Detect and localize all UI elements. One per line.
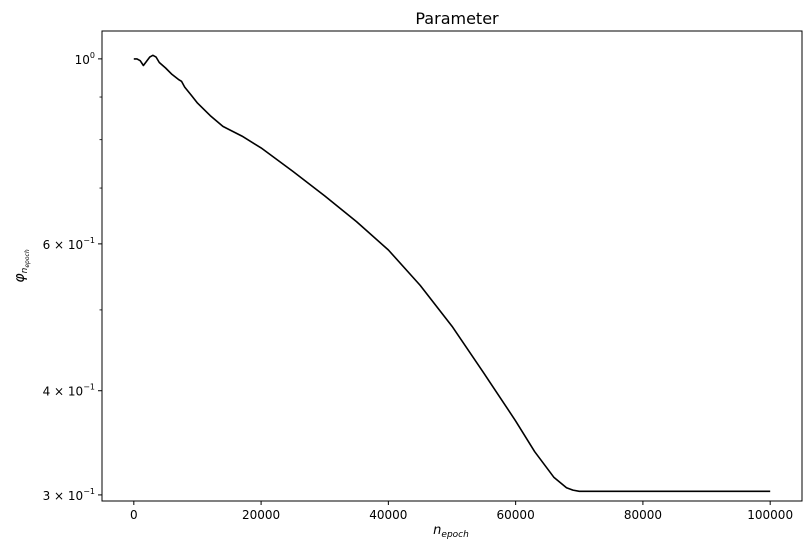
y-tick-base: 10 — [75, 53, 90, 67]
x-tick-label: 40000 — [369, 508, 407, 522]
y-tick-base: 10 — [68, 489, 83, 503]
y-axis-label-subsubscript: epoch — [24, 249, 31, 267]
y-tick-exponent: −1 — [83, 383, 95, 392]
chart-title: Parameter — [415, 9, 499, 28]
x-axis-ticks: 0 20000 40000 60000 80000 100000 — [130, 501, 793, 522]
series-line — [133, 54, 771, 493]
x-tick-label: 80000 — [624, 508, 662, 522]
series-layer — [133, 54, 771, 493]
y-tick-label: 3 × 10−1 — [43, 487, 95, 503]
y-tick-mantissa: 6 × — [43, 238, 68, 252]
y-tick-label: 4 × 10−1 — [43, 383, 95, 399]
y-tick-base: 10 — [68, 385, 83, 399]
x-axis-label-subscript: epoch — [441, 530, 469, 540]
y-axis-label-main: φ — [12, 273, 28, 283]
y-tick-exponent: −1 — [83, 487, 95, 496]
x-axis-label: nepoch — [433, 523, 469, 540]
y-tick-mantissa: 4 × — [43, 385, 68, 399]
y-tick-label: 100 — [75, 51, 95, 67]
x-tick-label: 20000 — [242, 508, 280, 522]
x-tick-label: 100000 — [747, 508, 793, 522]
y-tick-base: 10 — [68, 238, 83, 252]
x-axis-label-main: n — [433, 523, 441, 538]
x-tick-label: 0 — [130, 508, 138, 522]
y-axis-label: φnepoch — [12, 249, 31, 282]
x-tick-label: 60000 — [497, 508, 535, 522]
y-tick-mantissa: 3 × — [43, 489, 68, 503]
y-axis-label-subscript: n — [20, 267, 30, 273]
y-tick-label: 6 × 10−1 — [43, 236, 95, 252]
plot-area — [101, 30, 803, 502]
y-tick-exponent: 0 — [90, 51, 95, 60]
y-tick-exponent: −1 — [83, 236, 95, 245]
